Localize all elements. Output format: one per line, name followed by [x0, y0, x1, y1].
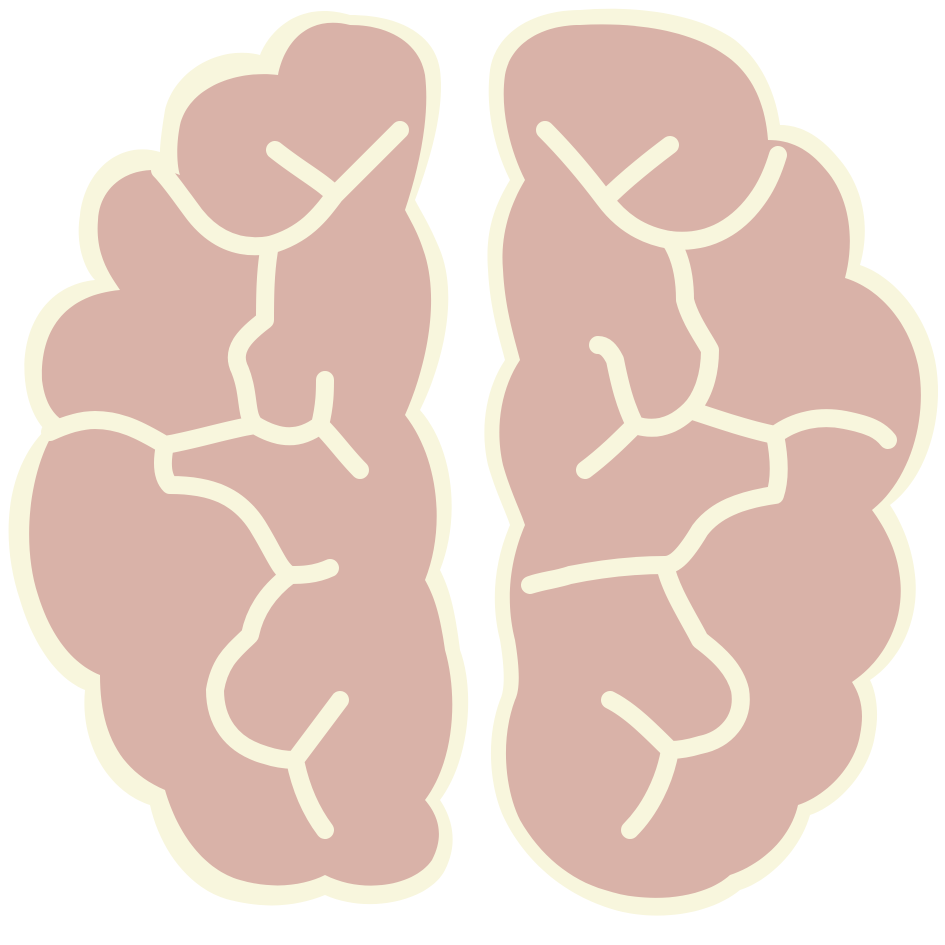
right-hemisphere-sulci: [521, 121, 897, 839]
right-sulcus-lower: [521, 426, 788, 839]
left-sulcus-lower: [206, 566, 349, 839]
left-sulcus-left: [41, 411, 174, 454]
right-hemisphere-fill: [499, 24, 921, 898]
right-hemisphere: [484, 8, 938, 916]
right-sulcus-middle: [576, 231, 897, 479]
left-hemisphere: [8, 10, 469, 906]
left-hemisphere-fill: [29, 22, 453, 886]
right-sulcus-top: [536, 121, 787, 250]
left-sulcus-top: [151, 121, 409, 256]
left-hemisphere-sulci: [41, 121, 409, 839]
